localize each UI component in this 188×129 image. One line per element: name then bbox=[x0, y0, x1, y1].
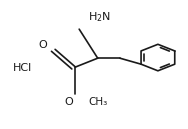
Text: O: O bbox=[38, 40, 47, 50]
Text: O: O bbox=[64, 97, 73, 107]
Text: HCl: HCl bbox=[13, 63, 32, 73]
Text: CH₃: CH₃ bbox=[88, 97, 108, 107]
Text: H$_2$N: H$_2$N bbox=[88, 10, 111, 24]
